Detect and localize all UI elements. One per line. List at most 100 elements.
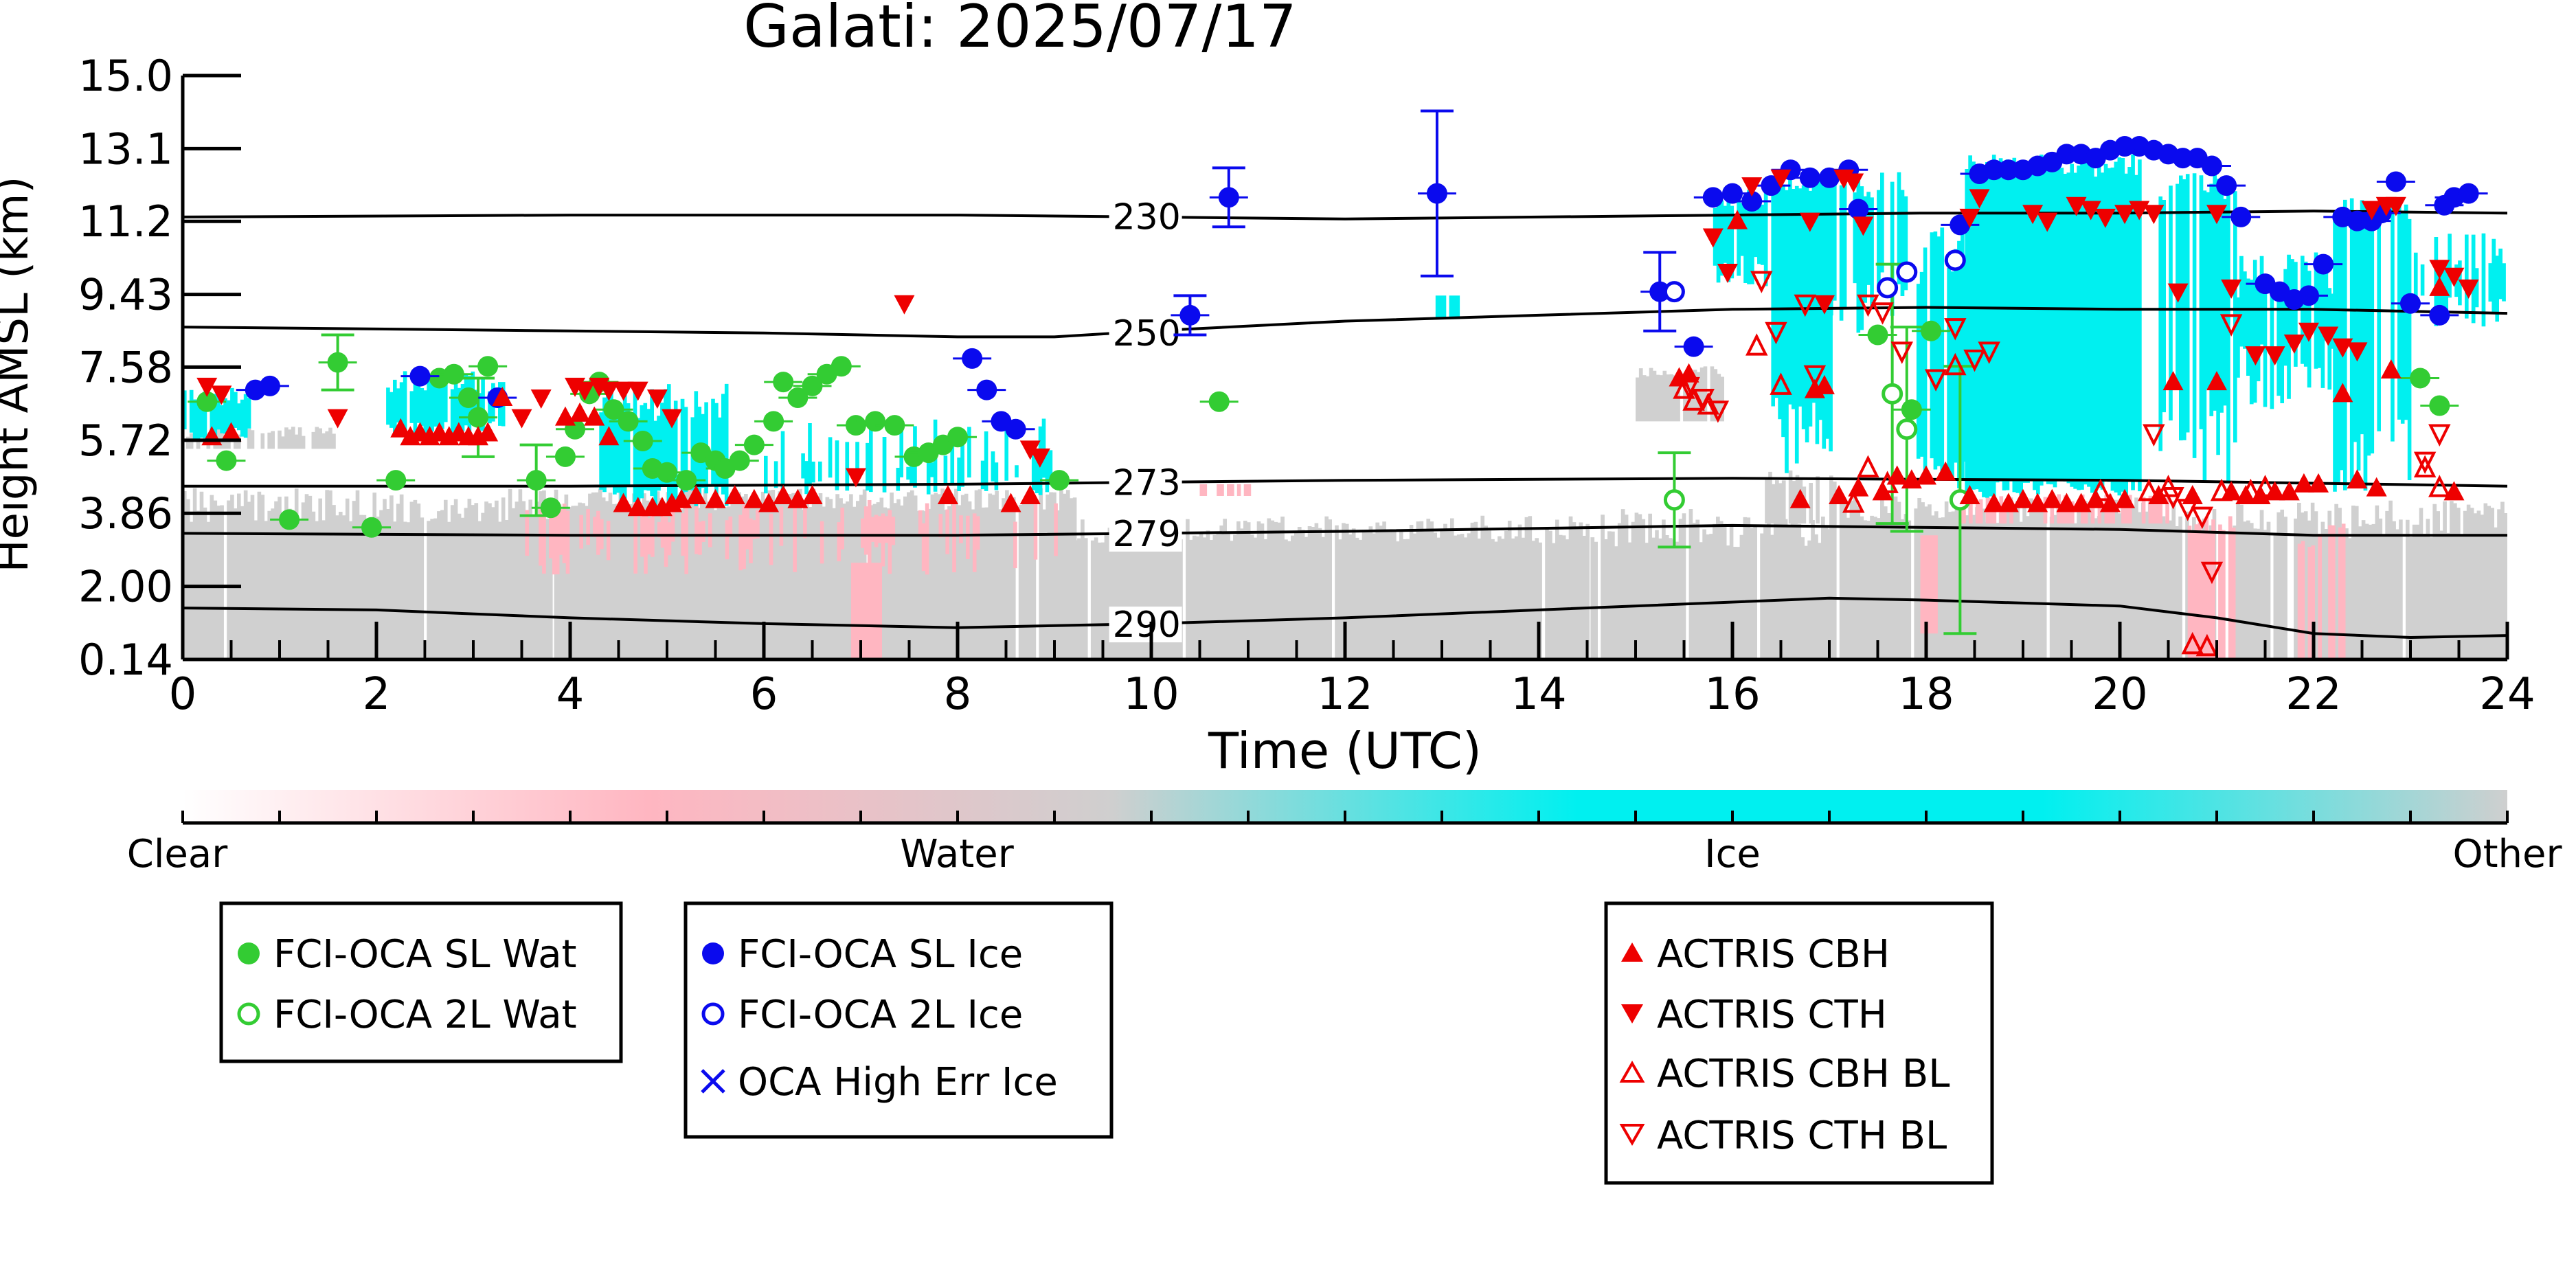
- fci-oca-sl-ice-point: [1426, 183, 1447, 204]
- legend-label-sl-wat: FCI-OCA SL Wat: [273, 932, 577, 977]
- actris-cbh-bl-point: [1842, 490, 1865, 513]
- actris-cbh-point: [773, 485, 794, 505]
- fci-oca-sl-ice-point: [976, 379, 997, 400]
- actris-cbh-point: [390, 418, 411, 438]
- actris-cbh-point: [1814, 374, 1835, 394]
- actris-cth-point: [1770, 169, 1792, 189]
- actris-cbh-bl-point: [2413, 455, 2437, 478]
- actris-cth-point: [845, 468, 866, 488]
- y-tick-label: 13.1: [78, 124, 173, 174]
- colorbar-label-clear: Clear: [127, 832, 228, 877]
- actris-cbh-point: [2056, 493, 2077, 512]
- actris-cbh-point: [1019, 485, 1041, 505]
- legend-marker-actris-cth-bl: [1619, 1124, 1645, 1146]
- actris-cth-bl-point: [1692, 389, 1715, 411]
- actris-cth-bl-point: [1944, 318, 1967, 341]
- fci-oca-sl-ice-point: [1722, 183, 1743, 204]
- y-tick-label: 9.43: [78, 270, 173, 320]
- actris-cbh-point: [1959, 485, 1980, 505]
- actris-cth-point: [662, 409, 683, 429]
- fci-oca-sl-wat-point: [443, 363, 464, 385]
- actris-cth-bl-point: [1978, 341, 2000, 364]
- actris-cth-point: [2114, 205, 2136, 225]
- fci-oca-sl-wat-point: [603, 399, 624, 420]
- fci-oca-sl-wat-point: [2429, 395, 2450, 416]
- actris-cbh-point: [686, 485, 707, 505]
- fci-oca-sl-wat-point: [845, 415, 866, 436]
- legend-marker-actris-cbh: [1621, 942, 1643, 962]
- legend-marker-actris-cth: [1621, 1004, 1643, 1024]
- x-axis-label: Time (UTC): [1208, 722, 1482, 780]
- actris-cbh-point: [1935, 461, 1956, 481]
- fci-oca-sl-ice-point: [409, 365, 431, 387]
- actris-cth-bl-point: [2162, 487, 2184, 510]
- actris-cth-bl-point: [1706, 400, 1730, 423]
- fci-oca-sl-ice-point: [2216, 175, 2237, 196]
- actris-cbh-bl-point: [2195, 633, 2219, 657]
- actris-cth-point: [2443, 267, 2465, 287]
- actris-cth-bl-point: [1890, 341, 1913, 364]
- actris-cbh-point: [2380, 359, 2402, 379]
- x-tick-label: 4: [556, 669, 585, 720]
- actris-cth-point: [894, 295, 915, 315]
- legend-label-actris-cth-bl: ACTRIS CTH BL: [1657, 1114, 1947, 1158]
- actris-cth-point: [574, 381, 596, 401]
- fci-oca-sl-ice-point: [1950, 214, 1971, 236]
- fci-oca-sl-wat-point: [865, 411, 886, 432]
- y-axis-label: Height AMSL (km): [0, 177, 38, 573]
- actris-cbh-point: [492, 387, 513, 407]
- actris-cth-point: [2283, 334, 2305, 354]
- actris-cbh-bl-point: [2254, 475, 2276, 497]
- fci-oca-2l-ice-point: [1896, 261, 1918, 283]
- actris-cth-bl-point: [1963, 349, 1986, 372]
- actris-cth-bl-point: [1750, 271, 1773, 293]
- x-tick-label: 12: [1317, 669, 1372, 720]
- actris-cth-point: [2385, 196, 2406, 216]
- actris-cbh-point: [2308, 473, 2329, 493]
- colorbar-label-other: Other: [2452, 832, 2562, 877]
- fci-oca-sl-wat-point: [1208, 391, 1230, 412]
- fci-oca-sl-wat-point: [884, 415, 905, 436]
- actris-cth-point: [2429, 260, 2450, 280]
- actris-cbh-point: [2013, 488, 2033, 508]
- isotherm-label: 279: [1113, 514, 1181, 555]
- actris-cth-point: [2245, 346, 2266, 366]
- actris-cth-point: [1969, 189, 1990, 209]
- actris-cbh-point: [584, 406, 605, 426]
- fci-oca-sl-wat-point: [1921, 320, 1942, 341]
- fci-oca-sl-wat-point: [676, 470, 697, 491]
- x-tick-label: 20: [2092, 669, 2147, 720]
- fci-oca-sl-wat-point: [787, 387, 809, 409]
- actris-cth-point: [627, 381, 648, 401]
- actris-cth-point: [2298, 322, 2319, 342]
- actris-cbh-bl-point: [1673, 376, 1695, 399]
- fci-oca-sl-ice-point: [2313, 253, 2334, 275]
- fci-oca-sl-ice-point: [1702, 187, 1724, 208]
- data-markers: [188, 135, 2488, 657]
- fci-oca-sl-ice-point: [1683, 336, 1704, 357]
- fci-oca-sl-ice-point: [1761, 175, 1782, 196]
- x-tick-label: 2: [363, 669, 391, 720]
- actris-cbh-point: [758, 493, 780, 512]
- isotherm-label: 273: [1113, 463, 1181, 504]
- actris-cbh-point: [1886, 465, 1908, 485]
- actris-cth-point: [1717, 264, 1738, 284]
- x-tick-label: 24: [2479, 669, 2535, 720]
- actris-cbh-point: [743, 488, 765, 508]
- actris-cth-point: [613, 381, 634, 401]
- fci-oca-sl-ice-point: [2201, 155, 2222, 177]
- actris-cth-bl-point: [2191, 506, 2214, 530]
- actris-cbh-point: [221, 422, 242, 442]
- fci-oca-sl-ice-point: [1799, 167, 1820, 188]
- actris-cth-point: [1019, 440, 1041, 460]
- actris-cbh-bl-point: [2138, 478, 2160, 501]
- actris-cbh-bl-point: [2089, 478, 2112, 501]
- actris-cth-bl-point: [2413, 451, 2437, 475]
- fci-oca-2l-ice-point: [1663, 281, 1685, 303]
- actris-cbh-point: [705, 488, 726, 508]
- actris-cth-bl-point: [1677, 376, 1700, 400]
- fci-oca-sl-wat-point: [729, 450, 750, 471]
- cloud-classification-background: [183, 154, 2507, 659]
- colorbar: Clear Water Ice Other: [127, 790, 2562, 877]
